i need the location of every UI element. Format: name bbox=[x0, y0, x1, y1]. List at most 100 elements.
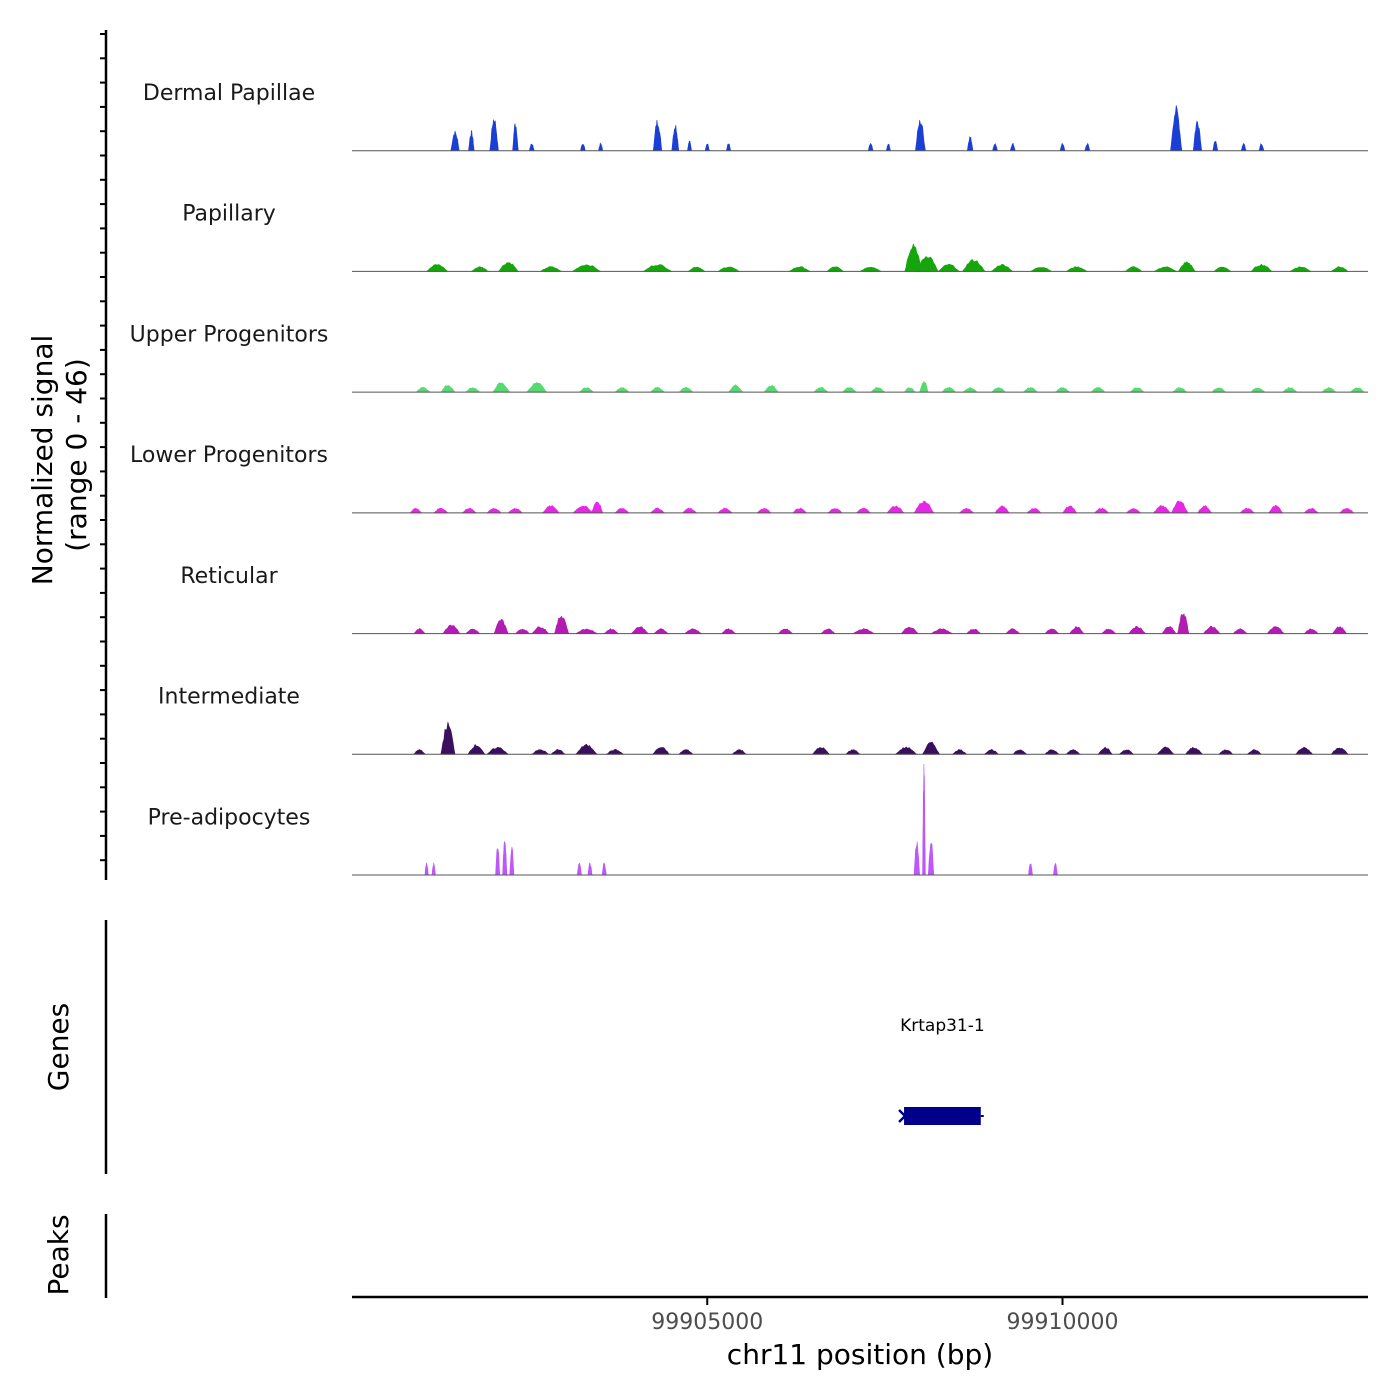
coverage-peak bbox=[530, 749, 550, 755]
gene-krtap31-1: Krtap31-1 bbox=[898, 1016, 985, 1125]
coverage-peak bbox=[413, 628, 426, 634]
coverage-peak bbox=[777, 628, 794, 634]
coverage-peak bbox=[855, 507, 872, 514]
coverage-peak bbox=[1100, 628, 1117, 634]
coverage-peak bbox=[1161, 625, 1177, 634]
coverage-peak bbox=[937, 263, 961, 272]
coverage-peak bbox=[413, 749, 426, 755]
coverage-peak bbox=[1289, 266, 1312, 272]
coverage-peak bbox=[927, 843, 935, 876]
coverage-peak bbox=[442, 624, 461, 634]
coverage-peak bbox=[958, 507, 975, 514]
coverage-peak bbox=[578, 387, 595, 393]
coverage-peak bbox=[514, 628, 531, 634]
coverage-peak bbox=[1177, 613, 1190, 634]
coverage-peak bbox=[886, 505, 905, 514]
coverage-peak bbox=[450, 130, 460, 151]
coverage-peak bbox=[486, 507, 502, 514]
coverage-peak bbox=[1052, 862, 1058, 876]
coverage-peak bbox=[1266, 626, 1285, 634]
coverage-peak bbox=[424, 862, 429, 876]
coverage-peak bbox=[1004, 628, 1021, 634]
coverage-peak bbox=[464, 387, 481, 393]
coverage-peak bbox=[671, 124, 680, 151]
coverage-peak bbox=[919, 381, 929, 393]
coverage-peak bbox=[921, 741, 941, 755]
coverage-peak bbox=[913, 841, 921, 876]
coverage-peak bbox=[1043, 628, 1060, 634]
coverage-peak bbox=[1123, 266, 1144, 272]
coverage-peak bbox=[642, 264, 672, 272]
genes-panel-label: Genes bbox=[42, 1003, 75, 1091]
y-axis-title-line-1: Normalized signal bbox=[26, 335, 59, 586]
coverage-peak bbox=[1011, 749, 1028, 755]
coverage-peak bbox=[1246, 749, 1263, 755]
coverage-peak bbox=[502, 841, 508, 876]
coverage-peak bbox=[962, 386, 979, 393]
coverage-peak bbox=[1202, 625, 1221, 634]
coverage-peak bbox=[867, 143, 874, 151]
coverage-peak bbox=[844, 749, 861, 755]
coverage-peak bbox=[605, 748, 625, 755]
coverage-peak bbox=[791, 507, 808, 514]
coverage-peak bbox=[677, 386, 694, 393]
coverage-peak bbox=[598, 142, 604, 151]
coverage-peak bbox=[1240, 142, 1247, 151]
coverage-peak bbox=[461, 507, 478, 514]
coverage-peak bbox=[497, 262, 519, 272]
coverage-peak bbox=[531, 626, 550, 634]
y-axis bbox=[100, 30, 108, 880]
coverage-peak bbox=[603, 628, 620, 634]
coverage-peak bbox=[992, 142, 998, 151]
coverage-peak bbox=[1118, 749, 1135, 755]
coverage-peak bbox=[731, 749, 748, 755]
coverage-peak bbox=[717, 266, 741, 272]
track-upper-progenitors: Upper Progenitors bbox=[130, 322, 1368, 393]
x-tick-label: 99910000 bbox=[1006, 1310, 1118, 1335]
gene-label: Krtap31-1 bbox=[900, 1016, 985, 1036]
coverage-peak bbox=[1061, 505, 1078, 514]
track-pre-adipocytes: Pre-adipocytes bbox=[148, 763, 1368, 876]
coverage-peak bbox=[649, 386, 666, 393]
coverage-peak bbox=[894, 746, 918, 755]
coverage-peak bbox=[1009, 142, 1016, 151]
coverage-peak bbox=[601, 862, 607, 876]
coverage-peak bbox=[990, 263, 1014, 272]
coverage-peak bbox=[1249, 387, 1266, 393]
genes-panel: Krtap31-1 bbox=[104, 920, 985, 1174]
coverage-peak bbox=[493, 619, 509, 634]
coverage-peak bbox=[727, 384, 744, 393]
coverage-peak bbox=[470, 266, 490, 272]
coverage-peak bbox=[1267, 504, 1284, 514]
coverage-peak bbox=[1249, 263, 1274, 272]
coverage-peak bbox=[704, 143, 710, 151]
x-tick-label: 99905000 bbox=[651, 1310, 763, 1335]
x-axis: 99905000 99910000 bbox=[352, 1295, 1368, 1335]
coverage-peak bbox=[1210, 387, 1227, 393]
coverage-peak bbox=[1026, 508, 1043, 514]
track-label: Reticular bbox=[180, 564, 278, 589]
coverage-peak bbox=[1303, 628, 1320, 634]
coverage-peak bbox=[717, 507, 733, 514]
coverage-peak bbox=[507, 508, 524, 514]
coverage-peak bbox=[512, 123, 519, 151]
coverage-peak bbox=[965, 628, 982, 634]
coverage-peak bbox=[756, 507, 773, 514]
coverage-peak bbox=[687, 140, 692, 151]
track-papillary: Papillary bbox=[182, 202, 1368, 272]
coverage-peak bbox=[1232, 628, 1249, 634]
coverage-peak bbox=[613, 386, 631, 393]
track-lower-progenitors: Lower Progenitors bbox=[130, 443, 1368, 514]
coverage-peak bbox=[788, 266, 811, 272]
coverage-peak bbox=[1212, 140, 1219, 151]
coverage-peak bbox=[885, 143, 892, 151]
coverage-peak bbox=[1084, 142, 1091, 151]
coverage-peak bbox=[1303, 507, 1320, 514]
coverage-peak bbox=[1065, 266, 1088, 272]
coverage-peak bbox=[858, 266, 882, 272]
coverage-peak bbox=[994, 505, 1010, 514]
coverage-peak bbox=[1089, 387, 1106, 393]
coverage-peak bbox=[630, 626, 650, 634]
track-label: Dermal Papillae bbox=[143, 81, 315, 106]
coverage-peak bbox=[541, 505, 561, 514]
